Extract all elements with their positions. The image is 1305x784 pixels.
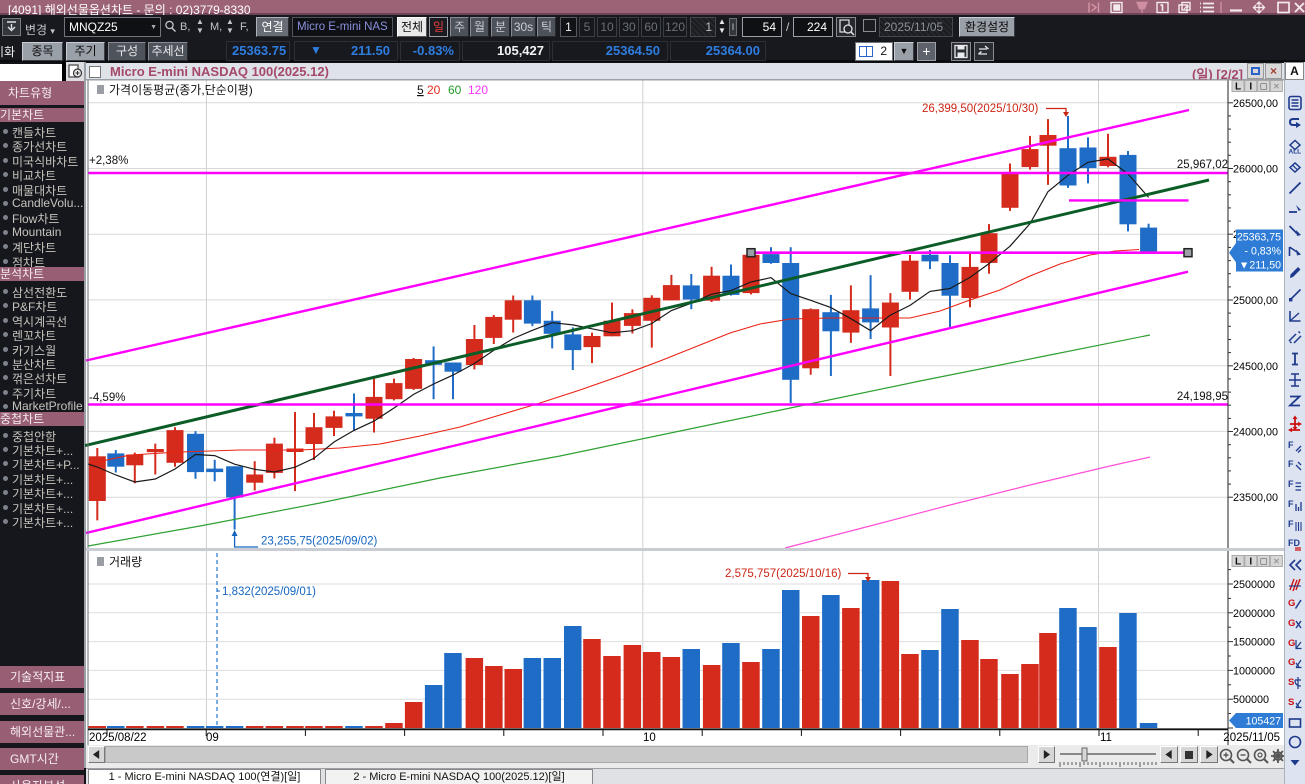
svg-text:5: 5 bbox=[417, 83, 424, 97]
svg-text:ALL: ALL bbox=[1289, 148, 1302, 155]
svg-text:2,575,757(2025/10/16): 2,575,757(2025/10/16) bbox=[725, 568, 842, 580]
svg-text:F: F bbox=[1288, 479, 1294, 489]
svg-text:2025/08/22: 2025/08/22 bbox=[89, 732, 147, 744]
svg-text:25000,00: 25000,00 bbox=[1233, 295, 1278, 307]
svg-text:20: 20 bbox=[427, 83, 441, 97]
svg-text:F: F bbox=[1288, 519, 1294, 529]
svg-text:G: G bbox=[1288, 618, 1295, 629]
svg-text:I: I bbox=[1249, 557, 1252, 568]
svg-text:10: 10 bbox=[643, 732, 656, 744]
svg-text:FD: FD bbox=[1288, 538, 1300, 548]
svg-text:가격이동평균(종가,단순이평): 가격이동평균(종가,단순이평) bbox=[109, 83, 253, 97]
svg-text:L: L bbox=[1235, 557, 1241, 568]
svg-text:F: F bbox=[1288, 440, 1294, 450]
svg-text:24000,00: 24000,00 bbox=[1233, 427, 1278, 439]
svg-text:I: I bbox=[1249, 82, 1252, 93]
svg-text:G: G bbox=[1288, 657, 1295, 668]
svg-text:09: 09 bbox=[206, 732, 219, 744]
svg-text:×: × bbox=[1273, 82, 1279, 93]
svg-text:11: 11 bbox=[1100, 732, 1112, 744]
svg-text:2000000: 2000000 bbox=[1233, 608, 1275, 620]
svg-text:25363,75: 25363,75 bbox=[1237, 232, 1281, 244]
svg-text:□: □ bbox=[1261, 557, 1267, 568]
svg-text:105427: 105427 bbox=[1246, 716, 1281, 728]
svg-text:F: F bbox=[1288, 459, 1294, 469]
svg-text:2025/11/05: 2025/11/05 bbox=[1223, 732, 1280, 744]
svg-text:F: F bbox=[1288, 499, 1294, 509]
svg-text:×: × bbox=[1273, 557, 1279, 568]
svg-text:□: □ bbox=[1261, 82, 1267, 93]
svg-text:24500,00: 24500,00 bbox=[1233, 361, 1278, 373]
svg-text:23500,00: 23500,00 bbox=[1233, 492, 1278, 504]
svg-text:S: S bbox=[1288, 677, 1294, 688]
svg-text:-4,59%: -4,59% bbox=[89, 392, 125, 404]
svg-text:+2,38%: +2,38% bbox=[89, 155, 128, 167]
svg-text:60: 60 bbox=[448, 83, 462, 97]
svg-text:120: 120 bbox=[468, 83, 488, 97]
svg-text:▼211,50: ▼211,50 bbox=[1239, 260, 1281, 272]
svg-text:G: G bbox=[1288, 638, 1295, 649]
svg-text:1000000: 1000000 bbox=[1233, 665, 1275, 677]
svg-text:2500000: 2500000 bbox=[1233, 579, 1275, 591]
svg-text:G: G bbox=[1288, 598, 1295, 609]
svg-text:26,399,50(2025/10/30): 26,399,50(2025/10/30) bbox=[922, 103, 1039, 115]
svg-text:24,198,95: 24,198,95 bbox=[1177, 391, 1228, 403]
svg-text:500000: 500000 bbox=[1233, 694, 1269, 706]
svg-text:1,832(2025/09/01): 1,832(2025/09/01) bbox=[222, 586, 316, 598]
svg-text:S: S bbox=[1288, 697, 1294, 708]
svg-text:26500,00: 26500,00 bbox=[1233, 98, 1278, 110]
svg-text:1500000: 1500000 bbox=[1233, 637, 1275, 649]
svg-text:26000,00: 26000,00 bbox=[1233, 164, 1278, 176]
svg-text:- 0,83%: - 0,83% bbox=[1244, 246, 1281, 258]
svg-text:25,967,02: 25,967,02 bbox=[1177, 159, 1228, 171]
svg-text:거래량: 거래량 bbox=[109, 555, 142, 569]
svg-text:L: L bbox=[1235, 82, 1241, 93]
svg-text:23,255,75(2025/09/02): 23,255,75(2025/09/02) bbox=[261, 536, 378, 548]
